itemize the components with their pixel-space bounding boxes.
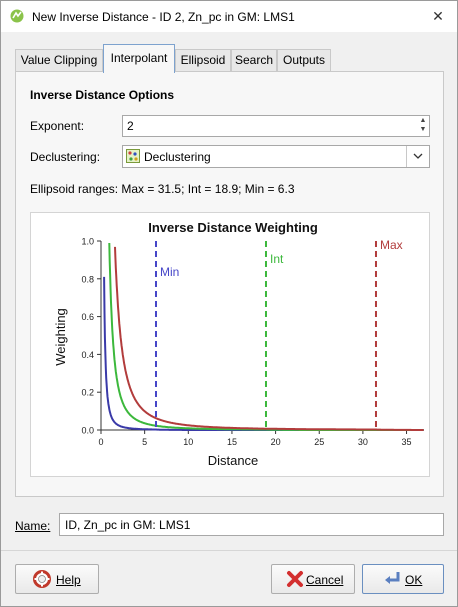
- name-input-value: ID, Zn_pc in GM: LMS1: [65, 518, 191, 532]
- title-bar: New Inverse Distance - ID 2, Zn_pc in GM…: [1, 1, 457, 32]
- window-title: New Inverse Distance - ID 2, Zn_pc in GM…: [32, 10, 295, 24]
- range-label: Min: [160, 265, 179, 279]
- x-tick-label: 25: [314, 437, 324, 447]
- divider: [1, 550, 457, 551]
- leapfrog-app-icon: [10, 9, 24, 23]
- chart-x-label: Distance: [208, 453, 259, 468]
- chart-title: Inverse Distance Weighting: [148, 220, 318, 235]
- lifebuoy-icon: [33, 570, 51, 588]
- name-label-text: Name:: [15, 519, 51, 533]
- tab-value-clipping[interactable]: Value Clipping: [15, 49, 103, 71]
- weight-curve-series: [114, 246, 424, 431]
- x-tick-label: 0: [98, 437, 103, 447]
- name-input[interactable]: ID, Zn_pc in GM: LMS1: [59, 513, 444, 536]
- tab-search[interactable]: Search: [231, 49, 277, 71]
- range-label: Max: [380, 238, 403, 252]
- declustering-dropdown[interactable]: Declustering: [122, 145, 430, 168]
- close-icon[interactable]: ✕: [432, 8, 444, 24]
- exponent-label: Exponent:: [30, 119, 85, 133]
- x-tick-label: 35: [402, 437, 412, 447]
- y-tick-label: 0.8: [81, 274, 94, 284]
- interpolant-panel: Inverse Distance Options Exponent: 2 ▲ ▼ …: [15, 71, 444, 497]
- help-label: Help: [56, 573, 81, 587]
- y-tick-label: 0.2: [81, 388, 94, 398]
- red-x-icon: [287, 571, 303, 587]
- idw-chart-frame: Inverse Distance Weighting Distance Weig…: [30, 212, 430, 477]
- y-tick-label: 0.0: [81, 426, 94, 436]
- x-tick-label: 30: [358, 437, 368, 447]
- return-arrow-icon: [385, 572, 400, 584]
- cancel-button[interactable]: Cancel: [271, 564, 355, 594]
- declustering-label: Declustering:: [30, 150, 101, 164]
- range-label: Int: [270, 252, 284, 266]
- ok-button[interactable]: OK: [362, 564, 444, 594]
- x-tick-label: 5: [142, 437, 147, 447]
- tab-ellipsoid[interactable]: Ellipsoid: [175, 49, 231, 71]
- name-label: Name:: [15, 519, 50, 533]
- y-tick-label: 0.4: [81, 350, 94, 360]
- y-tick-label: 1.0: [81, 237, 94, 247]
- y-tick-label: 0.6: [81, 312, 94, 322]
- tab-outputs[interactable]: Outputs: [277, 49, 331, 71]
- tab-interpolant[interactable]: Interpolant: [103, 44, 175, 73]
- x-tick-label: 10: [183, 437, 193, 447]
- ellipsoid-ranges-text: Ellipsoid ranges: Max = 31.5; Int = 18.9…: [30, 182, 295, 196]
- x-tick-label: 20: [271, 437, 281, 447]
- spin-arrows-icon[interactable]: ▲ ▼: [419, 117, 427, 133]
- exponent-spinbox[interactable]: 2 ▲ ▼: [122, 115, 430, 137]
- x-tick-label: 15: [227, 437, 237, 447]
- chart-y-label: Weighting: [53, 308, 68, 366]
- declustering-value: Declustering: [144, 150, 211, 164]
- help-button[interactable]: Help: [15, 564, 99, 594]
- idw-chart: Inverse Distance Weighting Distance Weig…: [53, 220, 424, 468]
- cancel-label: Cancel: [306, 573, 344, 587]
- ok-label: OK: [405, 573, 423, 587]
- section-title: Inverse Distance Options: [30, 88, 175, 102]
- exponent-value: 2: [127, 119, 134, 133]
- chevron-down-icon[interactable]: [406, 146, 429, 167]
- declustering-icon: [126, 149, 140, 163]
